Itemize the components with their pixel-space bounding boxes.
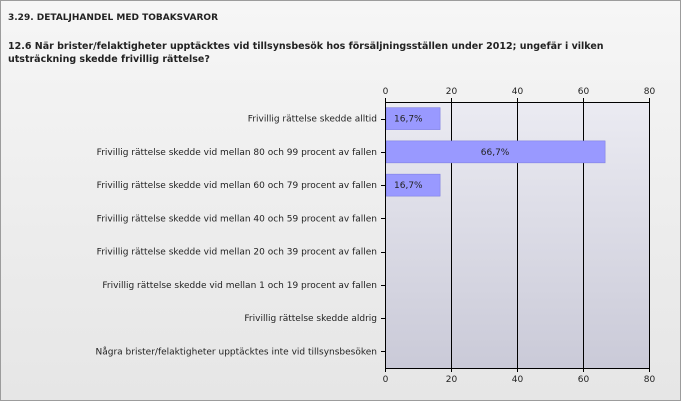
- bottom-tick-label-60: 60: [578, 375, 590, 385]
- top-tick-label-60: 60: [578, 87, 590, 97]
- bottom-tick-label-40: 40: [512, 375, 524, 385]
- axes: [381, 98, 650, 372]
- category-label: Frivillig rättelse skedde aldrig: [244, 314, 377, 324]
- bottom-tick-label-80: 80: [644, 375, 656, 385]
- top-tick-label-80: 80: [644, 87, 656, 97]
- category-label: Frivillig rättelse skedde vid mellan 60 …: [97, 181, 377, 191]
- top-tick-label-0: 0: [383, 87, 389, 97]
- section-title: 3.29. DETALJHANDEL MED TOBAKSVAROR: [8, 13, 218, 23]
- top-tick-label-20: 20: [446, 87, 458, 97]
- data-label: 16,7%: [394, 115, 423, 125]
- question-text: 12.6 När brister/felaktigheter upptäckte…: [8, 41, 604, 65]
- top-tick-label-40: 40: [512, 87, 524, 97]
- category-label: Frivillig rättelse skedde vid mellan 20 …: [97, 248, 377, 258]
- labels: 0 0 20 20 40 40 60 60 80 80 Frivillig rättelse ske…: [96, 87, 656, 385]
- data-label: 16,7%: [394, 181, 423, 191]
- bottom-tick-label-0: 0: [383, 375, 389, 385]
- bars: [385, 107, 606, 197]
- category-label: Några brister/felaktigheter upptäcktes i…: [96, 346, 377, 357]
- category-label: Frivillig rättelse skedde vid mellan 80 …: [97, 148, 377, 158]
- bottom-tick-label-20: 20: [446, 375, 458, 385]
- data-label: 66,7%: [481, 148, 510, 158]
- category-label: Frivillig rättelse skedde vid mellan 1 o…: [102, 281, 377, 291]
- category-label: Frivillig rättelse skedde vid mellan 40 …: [97, 214, 377, 224]
- category-label: Frivillig rättelse skedde alltid: [248, 115, 377, 125]
